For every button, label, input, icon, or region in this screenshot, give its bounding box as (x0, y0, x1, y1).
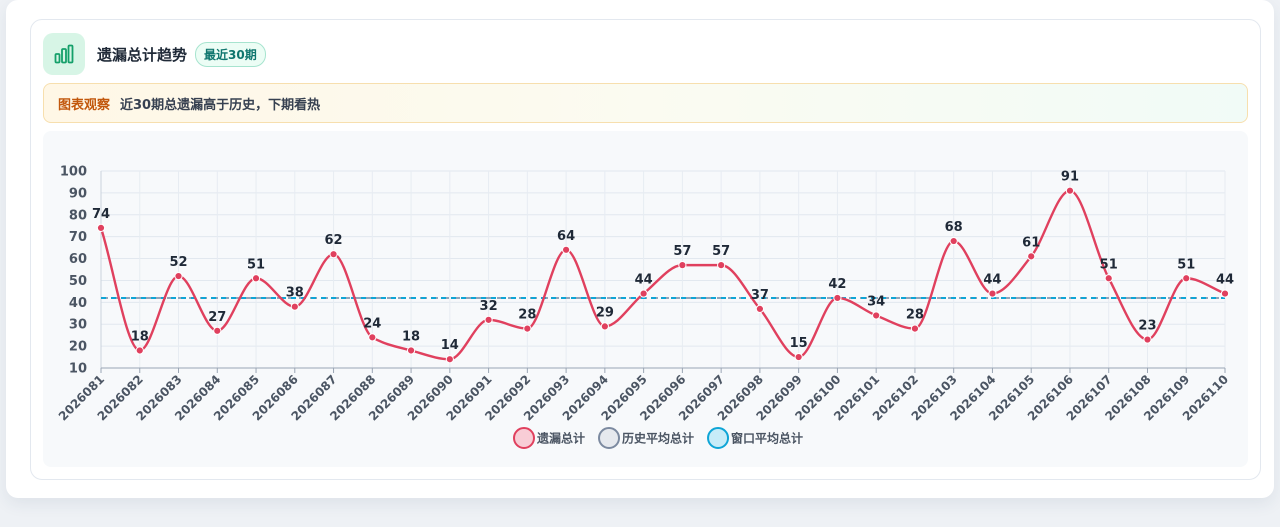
data-label: 57 (673, 244, 691, 259)
data-point (1143, 335, 1152, 344)
legend-marker (513, 427, 535, 449)
data-label: 52 (169, 255, 187, 270)
insight-banner: 图表观察 近30期总遗漏高于历史，下期看热 (43, 83, 1248, 123)
y-tick-label: 70 (69, 230, 87, 245)
legend-item-miss-total: 遗漏总计 (513, 427, 585, 449)
card-title: 遗漏总计趋势 (97, 45, 188, 64)
data-point (910, 324, 920, 333)
insight-text: 近30期总遗漏高于历史，下期看热 (120, 97, 321, 113)
data-point (678, 261, 687, 270)
card-header: 遗漏总计趋势 最近30期 (43, 32, 266, 76)
data-label: 62 (325, 233, 343, 248)
insight-label: 图表观察 (58, 97, 111, 113)
data-label: 42 (828, 277, 846, 292)
data-label: 64 (557, 229, 575, 244)
data-label: 27 (208, 310, 226, 325)
data-point (213, 326, 222, 335)
data-point (329, 250, 338, 259)
data-point (406, 346, 416, 355)
data-point (251, 274, 261, 283)
data-label: 24 (363, 316, 381, 331)
legend-label: 历史平均总计 (622, 431, 694, 446)
trend-line-chart: 1020304050607080901002026081202608220260… (56, 165, 1234, 449)
data-label: 18 (402, 329, 420, 344)
data-point (96, 223, 106, 233)
y-tick-label: 40 (69, 296, 87, 311)
data-point (174, 271, 183, 281)
data-label: 51 (1100, 257, 1118, 272)
data-label: 74 (92, 207, 110, 222)
data-label: 14 (441, 338, 459, 353)
data-point (1220, 289, 1230, 298)
data-label: 37 (751, 288, 769, 303)
data-point (1182, 274, 1191, 283)
data-point (949, 236, 958, 246)
y-tick-label: 50 (69, 274, 87, 289)
data-point (562, 245, 571, 254)
y-tick-label: 10 (69, 362, 87, 377)
data-point (1065, 186, 1075, 195)
data-label: 18 (131, 329, 149, 344)
legend-marker (707, 427, 730, 449)
y-tick-label: 100 (60, 165, 87, 180)
data-point (135, 346, 144, 355)
page-panel: 遗漏总计趋势 最近30期 图表观察 近30期总遗漏高于历史，下期看热 10 20 3… (6, 0, 1274, 498)
data-point (290, 302, 299, 311)
data-label: 38 (286, 286, 304, 301)
data-point (600, 322, 609, 331)
data-label: 44 (983, 273, 1001, 288)
miss-total-line (99, 189, 1226, 361)
data-label: 91 (1061, 170, 1079, 185)
data-point (445, 355, 454, 364)
y-tick-label: 60 (69, 252, 87, 267)
period-badge: 最近30期 (195, 41, 266, 67)
y-tick-label: 90 (69, 186, 87, 201)
data-point (484, 315, 493, 324)
legend-item-history-average: 历史平均总计 (598, 427, 694, 449)
y-tick-label: 20 (69, 340, 87, 355)
data-label: 61 (1022, 235, 1040, 250)
data-label: 28 (518, 308, 536, 323)
legend-marker (598, 427, 621, 449)
data-point (988, 289, 997, 298)
data-label: 51 (247, 257, 265, 272)
data-label: 34 (867, 294, 885, 309)
y-tick-label: 80 (69, 208, 87, 223)
data-label: 23 (1138, 319, 1156, 334)
data-label: 29 (596, 305, 614, 320)
data-point (523, 324, 532, 333)
bar-chart-icon (43, 33, 85, 75)
trend-card: 遗漏总计趋势 最近30期 图表观察 近30期总遗漏高于历史，下期看热 10 20 3… (30, 19, 1261, 480)
data-point (833, 293, 842, 303)
data-point (755, 304, 764, 313)
data-label: 44 (635, 273, 653, 288)
data-point (639, 289, 648, 298)
legend-label: 遗漏总计 (536, 431, 585, 446)
data-point (872, 311, 881, 320)
legend-label: 窗口平均总计 (731, 431, 803, 446)
data-label: 28 (906, 308, 924, 323)
data-point (717, 261, 726, 270)
legend-item-window-average: 窗口平均总计 (707, 427, 803, 449)
data-point (368, 333, 377, 342)
data-point (1027, 252, 1036, 261)
data-label: 15 (790, 336, 808, 351)
chart-area: 10 20 30 40 50 60 70 80 90 100 2026081 2026082 20260… (43, 131, 1248, 467)
data-label: 51 (1177, 257, 1195, 272)
data-label: 68 (945, 220, 963, 235)
data-point (1104, 274, 1113, 283)
data-label: 44 (1216, 273, 1234, 288)
data-label: 32 (480, 299, 498, 314)
y-tick-label: 30 (69, 318, 87, 333)
data-point (794, 352, 803, 362)
data-label: 57 (712, 244, 730, 259)
